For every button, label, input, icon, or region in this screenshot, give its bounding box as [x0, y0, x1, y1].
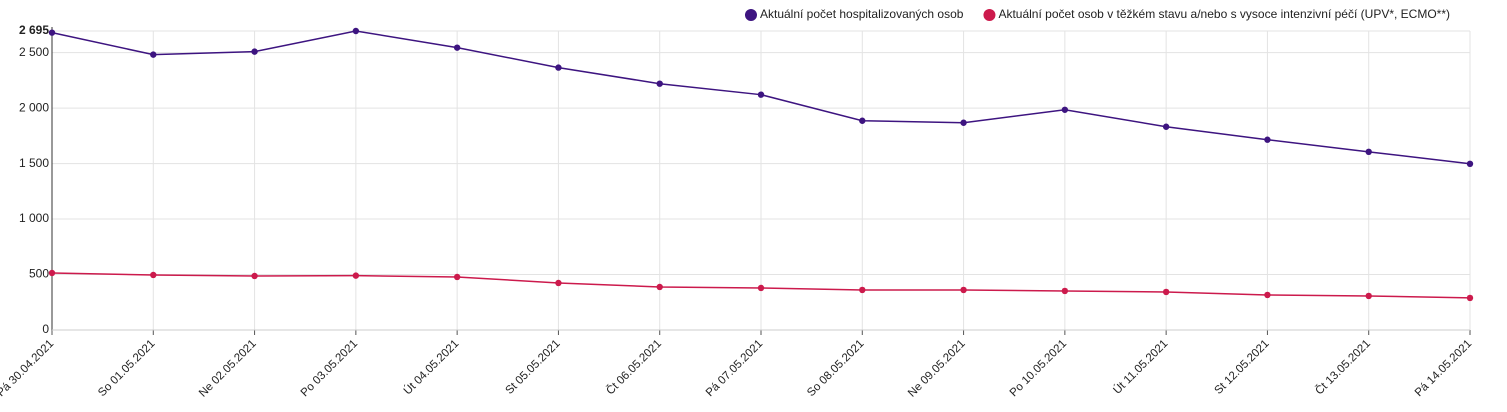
data-point — [757, 284, 765, 292]
data-point — [555, 279, 562, 287]
data-point — [1365, 148, 1372, 156]
y-tick-label: 2 000 — [19, 100, 49, 114]
data-point — [555, 64, 562, 71]
data-point — [960, 119, 967, 126]
legend-marker — [744, 9, 757, 21]
data-point — [150, 51, 157, 58]
data-point — [352, 27, 360, 35]
x-tick-label: So 01.05.2021 — [96, 338, 157, 399]
data-point — [1466, 294, 1474, 302]
x-tick-label: Pá 07.05.2021 — [704, 338, 765, 399]
data-point — [859, 117, 866, 124]
x-tick-label: Ne 09.05.2021 — [906, 338, 968, 400]
legend: Aktuální počet hospitalizovaných osob Akt… — [744, 7, 1450, 21]
data-point — [960, 286, 967, 294]
data-point — [1466, 160, 1474, 168]
data-point — [453, 273, 461, 281]
data-point — [1162, 288, 1170, 296]
x-tick-label: Út 04.05.2021 — [401, 337, 461, 397]
y-tick-label: 500 — [29, 267, 49, 281]
legend-marker — [983, 9, 996, 21]
x-tick-label: Út 11.05.2021 — [1111, 337, 1171, 397]
data-point — [1264, 136, 1271, 143]
x-tick-label: Čt 13.05.2021 — [1313, 337, 1373, 397]
data-point — [1264, 291, 1271, 299]
data-point — [1061, 106, 1069, 113]
x-tick-label: St 05.05.2021 — [504, 338, 563, 397]
x-tick-label: Čt 06.05.2021 — [604, 337, 664, 397]
data-point — [1061, 287, 1069, 295]
x-tick-label: Po 10.05.2021 — [1008, 338, 1069, 399]
x-tick-label: Pá 14.05.2021 — [1413, 338, 1474, 399]
y-tick-label: 2 500 — [19, 45, 49, 59]
data-point — [757, 91, 765, 98]
data-point — [251, 272, 258, 280]
y-tick-label: 1 500 — [19, 156, 49, 170]
data-point — [656, 283, 663, 291]
data-point — [48, 269, 56, 277]
data-point — [352, 272, 360, 279]
data-point — [48, 29, 56, 36]
x-tick-label: So 08.05.2021 — [805, 338, 866, 399]
y-tick-label: 1 000 — [19, 211, 49, 225]
data-point — [1162, 123, 1170, 130]
data-point — [859, 286, 866, 294]
data-point — [251, 48, 258, 55]
data-point — [656, 80, 663, 87]
data-point — [1365, 292, 1372, 300]
legend-label: Aktuální počet osob v těžkém stavu a/neb… — [998, 7, 1450, 21]
data-point — [453, 44, 461, 51]
x-tick-label: Ne 02.05.2021 — [197, 338, 259, 400]
y-tick-label: 2 695 — [19, 23, 49, 37]
y-tick-label: 0 — [42, 322, 49, 336]
data-point — [150, 271, 157, 279]
x-tick-label: St 12.05.2021 — [1213, 338, 1272, 397]
legend-label: Aktuální počet hospitalizovaných osob — [760, 7, 964, 21]
x-tick-label: Po 03.05.2021 — [299, 338, 360, 399]
x-tick-label: Pá 30.04.2021 — [0, 338, 56, 399]
